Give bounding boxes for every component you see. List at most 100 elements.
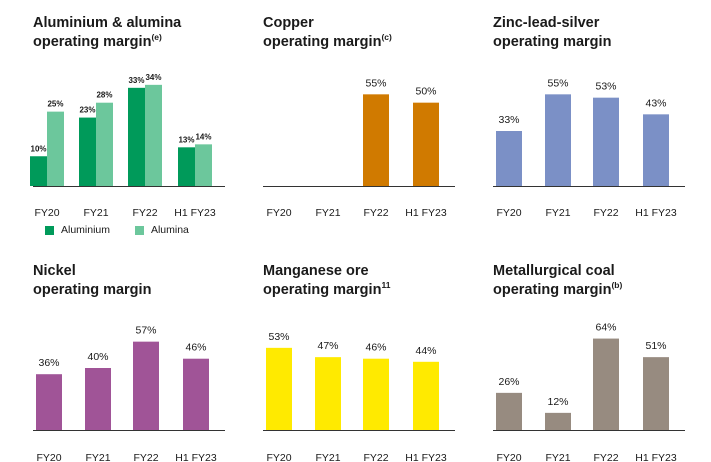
chart-title-note: (c) (381, 32, 392, 42)
x-tick-label: H1 FY23 (635, 452, 677, 462)
bar-fy21-alumina (96, 102, 113, 186)
chart-title-line2: operating margin (493, 282, 612, 298)
data-label: 25% (47, 100, 63, 109)
chart-title-note: 11 (381, 280, 391, 290)
data-label: 50% (415, 86, 436, 98)
chart-title-line1: Aluminium & alumina (33, 15, 182, 31)
x-tick-label: H1 FY23 (175, 452, 217, 462)
x-tick-label: FY22 (132, 207, 157, 219)
bar-fy22 (133, 341, 159, 430)
data-label: 53% (595, 81, 616, 93)
data-label: 40% (87, 351, 108, 363)
data-label: 64% (595, 322, 616, 334)
bar-fy21 (545, 94, 571, 186)
bar-fy22-alumina (145, 84, 162, 186)
x-tick-label: FY21 (545, 207, 570, 219)
legend-item-aluminium: Aluminium (45, 224, 110, 236)
chart-title-line1: Copper (263, 15, 314, 31)
chart-metallurgical-coal: 26% 12% 64% 51% FY20 FY21 FY22 H1 FY23 (493, 322, 685, 462)
legend-swatch-alumina (134, 225, 144, 235)
legend-swatch-aluminium (45, 225, 54, 235)
x-tick-label: H1 FY23 (405, 207, 447, 219)
chart-title-line1: Metallurgical coal (493, 263, 615, 279)
x-tick-label: FY20 (496, 207, 521, 219)
data-label: 43% (645, 97, 666, 109)
panel-zinc-lead-silver: Zinc-lead-silver operating margin 33% 55%… (493, 14, 693, 224)
chart-title: Metallurgical coal operating margin(b) (493, 262, 622, 300)
x-tick-label: FY21 (315, 452, 340, 462)
x-tick-label: FY20 (496, 452, 521, 462)
x-tick-label: FY20 (266, 452, 291, 462)
x-tick-label: FY22 (593, 207, 618, 219)
bar-fy22 (363, 94, 389, 186)
chart-title-line2: operating margin (263, 282, 382, 298)
x-tick-label: H1 FY23 (174, 207, 216, 219)
bar-h1-fy23 (413, 361, 439, 430)
chart-title-line1: Manganese ore (263, 263, 369, 279)
legend-item-alumina: Alumina (134, 224, 189, 236)
legend-label-aluminium: Aluminium (61, 224, 111, 236)
data-label: 10% (30, 144, 46, 153)
data-label: 55% (547, 77, 568, 89)
bar-fy20 (496, 131, 522, 186)
data-label: 12% (547, 396, 568, 408)
panel-manganese-ore: Manganese ore operating margin11 53% 47% 4… (263, 262, 463, 462)
bar-h1-fy23 (643, 114, 669, 186)
data-label: 57% (135, 325, 156, 337)
chart-title-line2: operating margin (33, 282, 152, 298)
chart-title-line1: Zinc-lead-silver (493, 15, 600, 31)
x-tick-label: FY21 (85, 452, 110, 462)
bar-fy21 (315, 357, 341, 430)
bar-fy20 (36, 374, 62, 430)
bar-fy22 (363, 358, 389, 430)
x-tick-label: H1 FY23 (405, 452, 447, 462)
data-label: 36% (38, 357, 59, 369)
data-label: 51% (645, 340, 666, 352)
bar-h1-fy23 (183, 358, 209, 430)
legend-label-alumina: Alumina (150, 224, 189, 236)
bar-h1-fy23-aluminium (178, 147, 195, 186)
panel-nickel: Nickel operating margin 36% 40% 57% 46% FY20… (33, 262, 233, 462)
x-tick-label: FY20 (266, 207, 291, 219)
x-tick-label: FY20 (34, 207, 59, 219)
chart-title: Zinc-lead-silver operating margin (493, 14, 611, 52)
chart-title: Aluminium & alumina operating margin(e) (33, 14, 181, 52)
data-label: 55% (365, 77, 386, 89)
chart-title: Copper operating margin(c) (263, 14, 392, 52)
data-label: 26% (498, 376, 519, 388)
chart-copper: 55% 50% FY20 FY21 FY22 H1 FY23 (263, 77, 455, 219)
bar-fy20-alumina (47, 111, 64, 186)
chart-title-note: (b) (611, 280, 623, 290)
chart-title-note: (e) (151, 32, 162, 42)
chart-zinc-lead-silver: 33% 55% 53% 43% FY20 FY21 FY22 H1 FY23 (493, 77, 685, 219)
bar-fy21 (85, 368, 111, 430)
x-tick-label: FY22 (133, 452, 158, 462)
bar-h1-fy23-alumina (195, 144, 212, 186)
bar-fy22 (593, 338, 619, 430)
x-tick-label: FY22 (363, 207, 388, 219)
bar-h1-fy23 (643, 357, 669, 430)
data-label: 14% (195, 132, 211, 141)
bar-fy20-aluminium (30, 156, 47, 186)
chart-legend: Aluminium Alumina (45, 224, 211, 238)
chart-title-line2: operating margin (493, 34, 612, 50)
panel-aluminium-alumina: Aluminium & alumina operating margin(e) … (30, 14, 233, 244)
x-tick-label: H1 FY23 (635, 207, 677, 219)
x-tick-label: FY20 (36, 452, 61, 462)
data-label: 47% (317, 340, 338, 352)
x-tick-label: FY21 (315, 207, 340, 219)
x-tick-label: FY22 (363, 452, 388, 462)
x-tick-label: FY21 (545, 452, 570, 462)
x-tick-label: FY22 (593, 452, 618, 462)
bar-fy22 (593, 97, 619, 186)
data-label: 46% (365, 342, 386, 354)
data-label: 46% (185, 342, 206, 354)
data-label: 53% (268, 331, 289, 343)
bar-fy22-aluminium (128, 87, 145, 186)
data-label: 34% (145, 73, 161, 82)
chart-manganese-ore: 53% 47% 46% 44% FY20 FY21 FY22 H1 FY23 (263, 331, 455, 462)
chart-title-line2: operating margin (33, 34, 152, 50)
data-label: 44% (415, 345, 436, 357)
chart-aluminium-alumina: 10% 23% 33% 13% 25% 28% 34% 14% FY20 FY21 FY22 H1 F… (30, 73, 225, 219)
bar-fy20 (496, 392, 522, 430)
